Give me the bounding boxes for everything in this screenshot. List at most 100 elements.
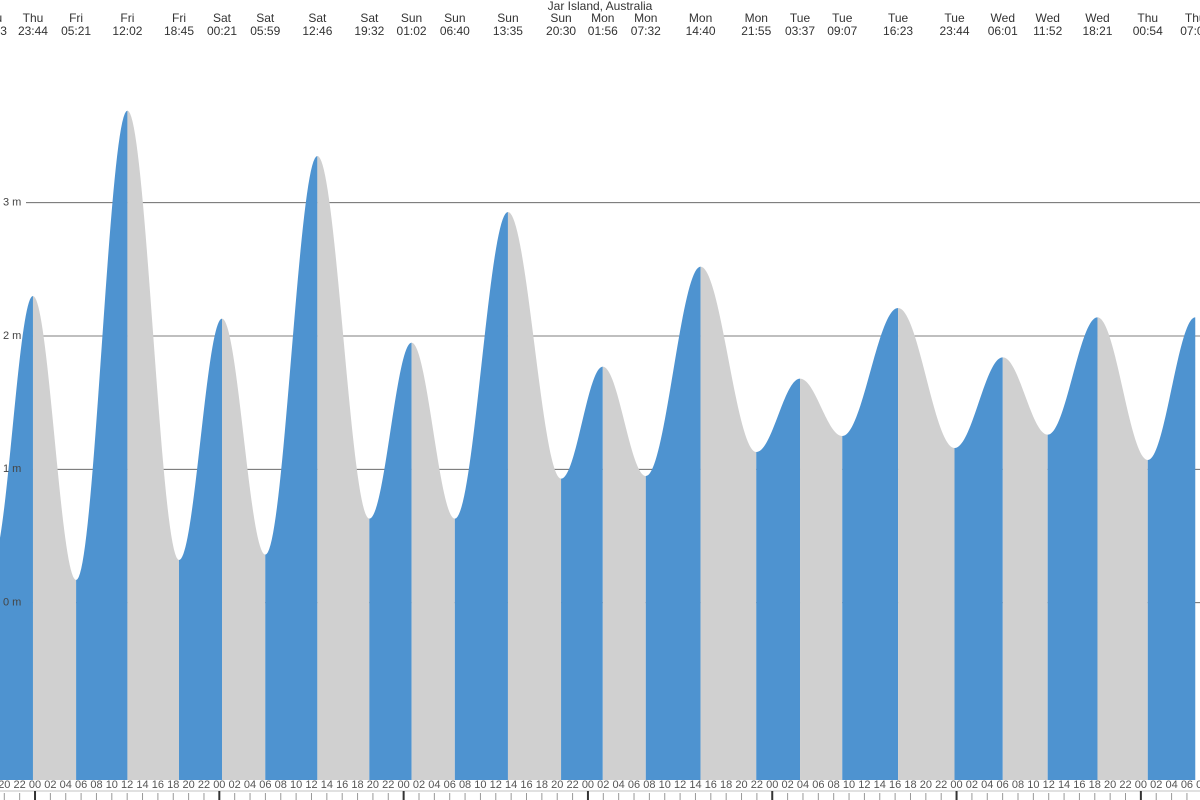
x-tick-label: 12 [121,779,133,791]
x-tick-label: 02 [781,779,793,791]
x-tick-label: 20 [182,779,194,791]
x-tick-label: 06 [444,779,456,791]
chart-title: Jar Island, Australia [548,0,653,13]
x-tick-label: 08 [643,779,655,791]
x-tick-label: 20 [367,779,379,791]
extreme-day: Mon [745,11,768,25]
x-tick-label: 20 [735,779,747,791]
x-tick-label: 04 [981,779,993,791]
x-tick-label: 10 [843,779,855,791]
rising-tide [179,318,223,780]
rising-tide [265,156,318,780]
falling-tide [222,318,266,780]
x-tick-label: 12 [674,779,686,791]
y-tick-label: 3 m [3,197,21,209]
falling-tide [317,156,370,780]
rising-tide [0,296,33,780]
x-tick-label: 12 [490,779,502,791]
x-tick-label: 02 [413,779,425,791]
x-tick-label: 16 [152,779,164,791]
falling-tide [898,308,955,780]
extreme-day: Mon [634,11,657,25]
extreme-day: Wed [1085,11,1109,25]
falling-tide [32,296,77,780]
extreme-day: Mon [591,11,614,25]
extreme-time: 06:40 [440,24,470,38]
x-tick-label: 02 [229,779,241,791]
extreme-day: Mon [689,11,712,25]
falling-tide [700,266,757,780]
x-tick-label: 02 [966,779,978,791]
extreme-day: Tue [832,11,853,25]
extreme-time: 09:07 [827,24,857,38]
x-tick-label: 22 [14,779,26,791]
x-tick-label: 22 [1119,779,1131,791]
extreme-time: 05:21 [61,24,91,38]
extreme-time: 18:45 [164,24,194,38]
x-tick-label: 12 [305,779,317,791]
x-tick-label: 10 [474,779,486,791]
x-tick-label: 16 [705,779,717,791]
extreme-day: Tue [790,11,811,25]
x-tick-label: 04 [244,779,256,791]
extreme-time: 01:56 [588,24,618,38]
x-tick-label: 06 [812,779,824,791]
extreme-time: 01:02 [397,24,427,38]
extreme-time: 20:30 [546,24,576,38]
extreme-day: Wed [1035,11,1059,25]
x-tick-label: 00 [950,779,962,791]
extreme-day: Fri [120,11,134,25]
x-tick-label: 20 [1104,779,1116,791]
extreme-time: 14:40 [686,24,716,38]
extreme-time: 11:52 [1033,24,1062,38]
extreme-time: 19:32 [354,24,384,38]
x-tick-label: 08 [1196,779,1200,791]
extreme-time: 00:21 [207,24,237,38]
x-tick-label: 16 [520,779,532,791]
extreme-time: 00:54 [1133,24,1163,38]
x-tick-label: 18 [167,779,179,791]
x-tick-label: 20 [920,779,932,791]
x-tick-label: 14 [689,779,701,791]
extreme-day: Fri [69,11,83,25]
extreme-time: 03:37 [785,24,815,38]
x-tick-label: 08 [1012,779,1024,791]
x-tick-label: 18 [351,779,363,791]
rising-tide [1147,317,1196,780]
extreme-time: 07:05 [1180,24,1200,38]
extreme-day: Thu [1137,11,1158,25]
extreme-time: 13:35 [493,24,523,38]
rising-tide [756,378,801,780]
x-tick-label: 06 [1181,779,1193,791]
x-tick-label: 14 [874,779,886,791]
rising-tide [561,366,603,780]
extreme-day: Sat [308,11,327,25]
x-tick-label: 10 [290,779,302,791]
extreme-day: Sun [444,11,465,25]
x-tick-label: 18 [904,779,916,791]
extreme-time: 12:46 [302,24,332,38]
y-tick-label: 2 m [3,330,21,342]
x-tick-label: 14 [1058,779,1070,791]
x-tick-label: 06 [75,779,87,791]
x-tick-label: 22 [566,779,578,791]
falling-tide [127,110,180,781]
x-tick-label: 06 [628,779,640,791]
x-tick-label: 04 [1165,779,1177,791]
extreme-time: 21:55 [741,24,771,38]
x-tick-label: 00 [582,779,594,791]
rising-tide [369,342,412,780]
rising-tide [954,357,1003,780]
rising-tide [454,212,508,780]
x-tick-label: 12 [1043,779,1055,791]
extreme-day: Tue [888,11,909,25]
x-tick-label: 20 [0,779,10,791]
x-tick-label: 20 [551,779,563,791]
extreme-day: Sat [360,11,379,25]
x-tick-label: 06 [259,779,271,791]
rising-tide [1047,317,1098,780]
falling-tide [507,212,562,780]
x-tick-label: 16 [889,779,901,791]
extreme-day: Sat [256,11,275,25]
